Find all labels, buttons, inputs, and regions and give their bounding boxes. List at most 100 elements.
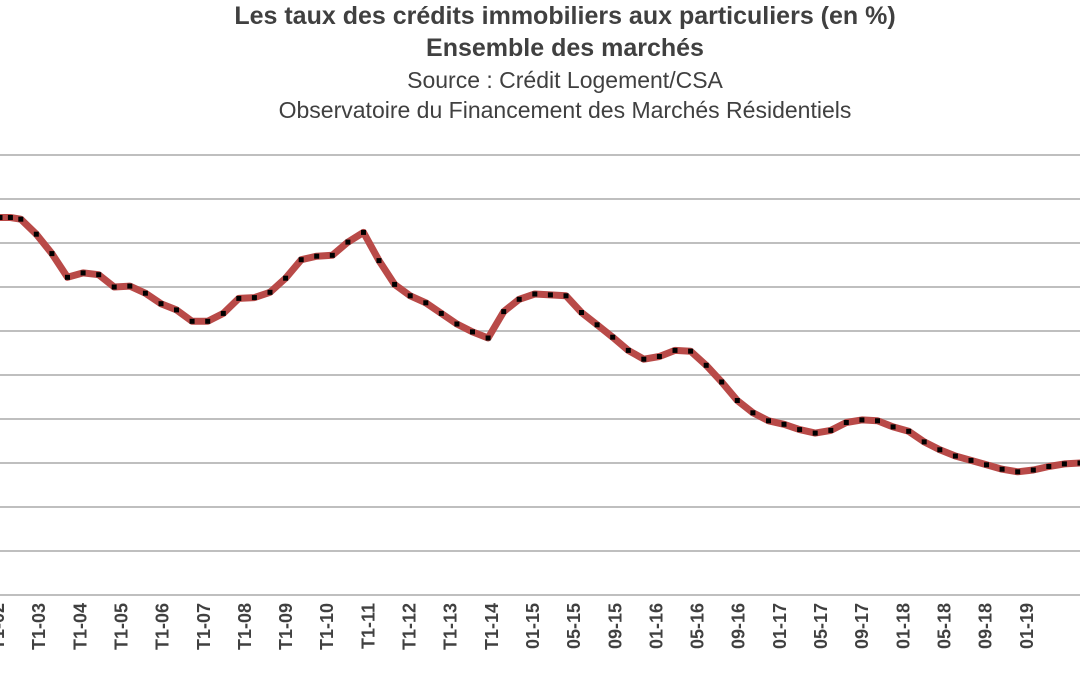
x-tick-label: T1-13 [441,603,461,650]
data-point [376,258,382,264]
data-point [937,447,943,453]
series-line [0,214,1080,476]
data-point [781,421,787,427]
data-point [579,310,584,315]
data-point [906,428,912,434]
data-point [703,362,709,368]
data-point [205,318,211,324]
data-point [984,462,989,468]
data-point [298,257,304,263]
data-point [361,229,366,235]
data-point [438,310,444,316]
data-point [1077,460,1080,466]
x-tick-label: 05-16 [688,603,708,649]
x-tick-label: T1-10 [317,603,337,650]
data-point [0,215,3,220]
data-point [283,275,289,281]
x-tick-label: 09-18 [976,603,996,649]
data-point [563,293,569,299]
x-tick-label: 01-15 [523,603,543,649]
data-point [999,466,1005,472]
data-point [158,301,164,307]
data-point [80,270,86,276]
data-point [501,309,507,315]
data-point [329,252,335,258]
data-point [625,347,631,353]
data-point [65,274,70,280]
x-tick-label: 09-15 [605,603,625,649]
x-tick-label: 01-18 [893,603,913,649]
data-point [7,215,13,220]
x-tick-label: T1-04 [70,603,90,650]
data-point [921,439,927,445]
data-point [470,329,475,335]
x-tick-label: T1-08 [235,603,255,650]
data-point [875,418,880,424]
data-point [656,354,662,359]
data-point [1061,461,1067,467]
data-point [220,310,226,316]
data-point [641,356,647,362]
data-point [672,347,678,353]
data-point [610,334,616,340]
x-tick-label: T1-05 [111,603,131,650]
data-point [392,281,398,287]
data-point [423,300,429,306]
data-point [49,251,55,257]
data-point [251,295,257,301]
data-point [594,322,600,328]
data-point [174,307,179,313]
data-point [454,321,460,327]
data-point [532,291,538,297]
x-tick-label: 01-17 [770,603,790,649]
data-point [688,348,694,354]
x-tick-label: T1-09 [276,603,296,650]
data-point [1030,467,1036,473]
data-point [127,283,133,289]
data-point [1015,469,1021,475]
data-point [812,430,818,436]
x-tick-label: 05-17 [811,603,831,649]
data-point [345,239,351,245]
data-point [33,231,39,237]
data-point [18,216,24,222]
x-tick-label: 09-17 [852,603,872,649]
data-point [952,453,958,459]
data-point [797,427,803,433]
data-point [719,379,725,385]
data-point [516,296,522,302]
data-point [189,318,195,324]
data-point [111,284,117,290]
data-point [485,335,491,341]
x-tick-label: T1-12 [400,603,420,650]
x-tick-label: T1-06 [153,603,173,650]
data-point [750,410,756,416]
x-tick-label: 01-16 [646,603,666,649]
x-tick-label: T1-07 [194,603,214,650]
data-point [828,427,834,433]
data-point [1046,464,1052,469]
x-tick-label: 05-15 [564,603,584,649]
chart-source: Source : Crédit Logement/CSA [407,67,723,93]
x-tick-label: 01-19 [1017,603,1037,649]
data-point [407,293,413,299]
data-point [267,289,273,295]
chart-subtitle: Ensemble des marchés [426,34,704,62]
x-tick-label: T1-03 [29,603,49,650]
data-point [859,417,865,423]
chart-title: Les taux des crédits immobiliers aux par… [234,2,896,30]
data-point [96,272,102,278]
chart-publisher: Observatoire du Financement des Marchés … [278,97,852,123]
x-tick-label: 05-18 [934,603,954,649]
x-tick-label: T1-11 [358,603,378,649]
x-tick-label: T1-14 [482,603,502,650]
data-point [547,292,553,298]
data-point [890,424,896,430]
data-point [236,295,242,301]
data-point [734,398,740,403]
x-tick-label: T1-02 [0,603,8,650]
data-point [843,420,849,425]
data-point [968,457,974,463]
data-point [142,290,148,296]
